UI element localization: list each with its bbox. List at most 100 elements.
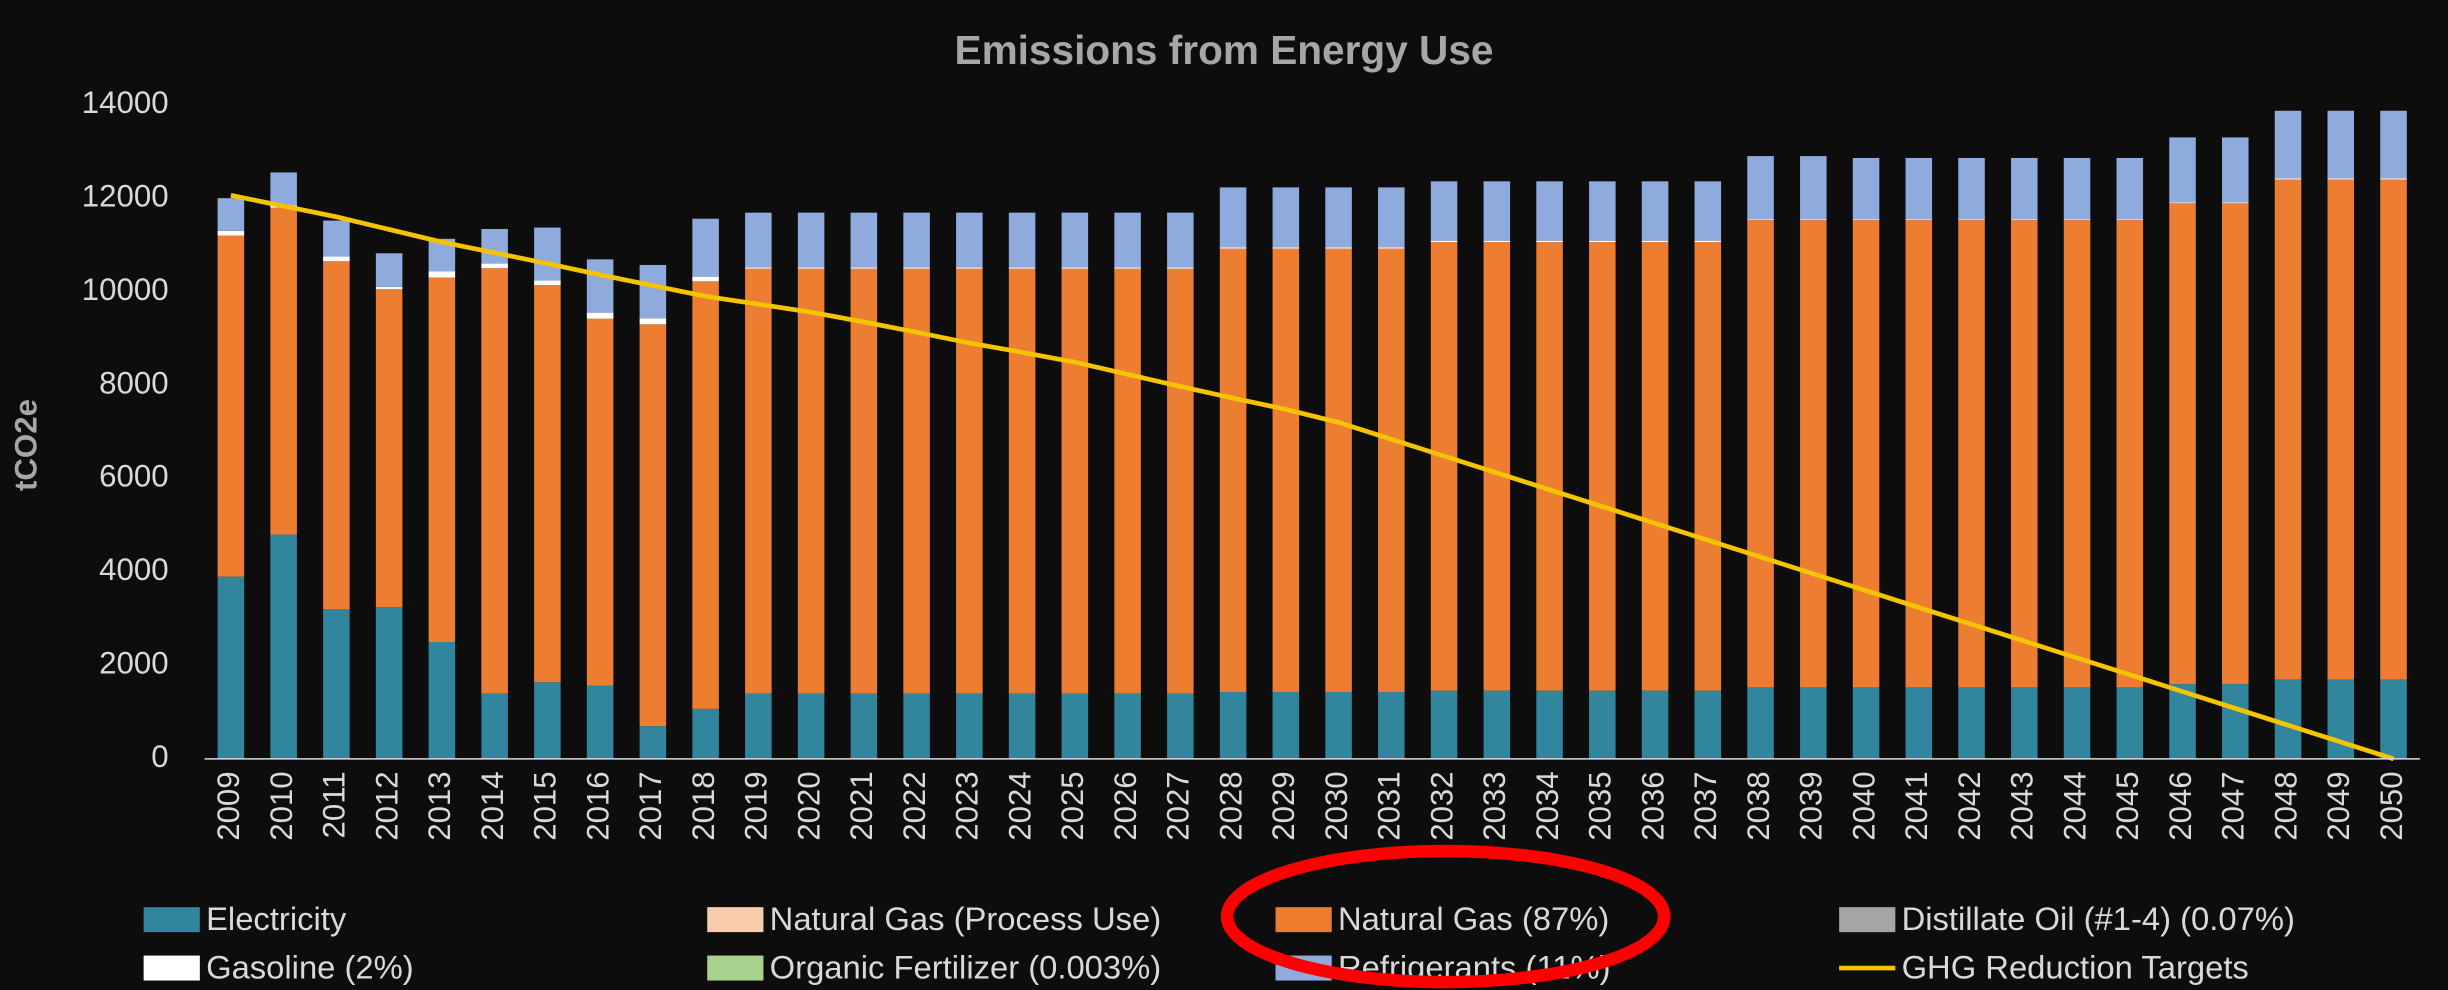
bar-segment	[2116, 687, 2144, 759]
x-tick-label: 2040	[1846, 771, 1881, 840]
bar-segment	[1483, 181, 1511, 241]
bar-segment	[639, 726, 667, 759]
bar-segment	[323, 256, 350, 262]
x-tick-label: 2026	[1108, 771, 1143, 840]
bar-segment	[903, 267, 930, 269]
legend-label: Organic Fertilizer (0.003%)	[770, 948, 1161, 985]
bar-segment	[1167, 268, 1194, 694]
bar-segment	[2222, 203, 2249, 685]
x-tick-label: 2047	[2216, 771, 2251, 840]
bar-segment	[1852, 219, 1880, 221]
bar-segment	[692, 708, 719, 759]
x-tick-label: 2011	[317, 771, 352, 838]
bar-segment	[217, 235, 245, 577]
bar-segment	[1536, 181, 1563, 241]
x-tick-label: 2048	[2268, 771, 2303, 840]
bar-segment	[956, 693, 983, 759]
legend-label: Natural Gas (87%)	[1338, 900, 1609, 937]
bar-segment	[375, 253, 403, 287]
y-tick-label: 4000	[99, 552, 168, 587]
x-tick-label: 2020	[791, 771, 826, 840]
bar-segment	[1747, 220, 1774, 688]
bar-segment	[2063, 687, 2091, 759]
bar-segment	[586, 318, 614, 686]
y-tick-label: 0	[151, 739, 168, 774]
bar-segment	[1905, 687, 1933, 759]
bar-segment	[639, 318, 667, 325]
bar-segment	[2380, 179, 2407, 680]
x-tick-label: 2021	[844, 771, 879, 840]
bar-segment	[1219, 187, 1247, 248]
bar-segment	[1430, 181, 1458, 241]
bar-segment	[1800, 219, 1827, 221]
x-tick-label: 2038	[1741, 771, 1776, 840]
bar-segment	[1378, 187, 1405, 248]
legend-swatch	[143, 955, 200, 981]
x-tick-label: 2015	[528, 771, 563, 840]
x-tick-label: 2019	[739, 771, 774, 840]
bar-segment	[1852, 157, 1880, 220]
bar-segment	[1852, 687, 1880, 759]
legend-label: Natural Gas (Process Use)	[770, 900, 1161, 937]
bar-segment	[1378, 248, 1405, 693]
x-tick-label: 2049	[2321, 771, 2356, 840]
bar-segment	[1694, 240, 1722, 243]
bar-segment	[1905, 157, 1933, 220]
bar-segment	[1694, 181, 1722, 241]
bar-segment	[1958, 220, 1985, 688]
x-tick-label: 2022	[897, 771, 932, 840]
bar-segment	[428, 277, 456, 643]
bar-segment	[1589, 181, 1616, 241]
x-tick-label: 2037	[1688, 771, 1723, 840]
x-tick-label: 2016	[580, 771, 615, 840]
x-tick-label: 2024	[1002, 771, 1037, 840]
bar-segment	[903, 693, 930, 759]
bar-segment	[481, 268, 508, 694]
bar-segment	[1589, 690, 1616, 759]
x-tick-label: 2028	[1213, 771, 1248, 840]
highlight-ellipse	[1220, 844, 1671, 989]
bar-segment	[323, 220, 350, 257]
bar-segment	[1483, 240, 1511, 243]
bar-segment	[375, 286, 403, 290]
bar-segment	[1852, 220, 1880, 688]
bar-segment	[1272, 248, 1300, 693]
x-tick-label: 2017	[633, 771, 668, 840]
bar-segment	[1219, 692, 1247, 759]
bar-segment	[2222, 202, 2249, 204]
x-tick-label: 2042	[1952, 771, 1987, 840]
x-tick-label: 2032	[1424, 771, 1459, 840]
bar-segment	[1008, 267, 1036, 269]
bar-segment	[745, 267, 772, 269]
bar-segment	[2169, 137, 2196, 203]
bar-segment	[2380, 110, 2407, 179]
bar-segment	[534, 227, 561, 281]
bar-segment	[1272, 692, 1300, 759]
chart-title: Emissions from Energy Use	[955, 27, 1494, 73]
x-tick-label: 2012	[369, 771, 404, 840]
bar-segment	[1167, 212, 1194, 268]
x-tick-label: 2035	[1583, 771, 1618, 840]
x-tick-label: 2036	[1635, 771, 1670, 840]
y-tick-label: 8000	[99, 365, 168, 400]
bar-segment	[2011, 157, 2038, 220]
bar-segment	[1114, 267, 1141, 269]
bar-segment	[323, 261, 350, 610]
bar-segment	[534, 285, 561, 683]
bar-segment	[797, 268, 825, 694]
bar-segment	[1694, 690, 1722, 759]
bar-segment	[534, 280, 561, 286]
bar-segment	[1800, 156, 1827, 220]
legend-swatch	[1839, 907, 1896, 933]
bar-segment	[1641, 240, 1669, 243]
bar-segment	[1008, 212, 1036, 268]
bar-segment	[2169, 202, 2196, 204]
bar-segment	[956, 267, 983, 269]
bar-segment	[1272, 247, 1300, 249]
x-tick-label: 2025	[1055, 771, 1090, 840]
x-tick-label: 2014	[475, 771, 510, 840]
bar-segment	[1905, 219, 1933, 221]
x-tick-label: 2009	[211, 771, 246, 840]
bar-segment	[1430, 240, 1458, 243]
